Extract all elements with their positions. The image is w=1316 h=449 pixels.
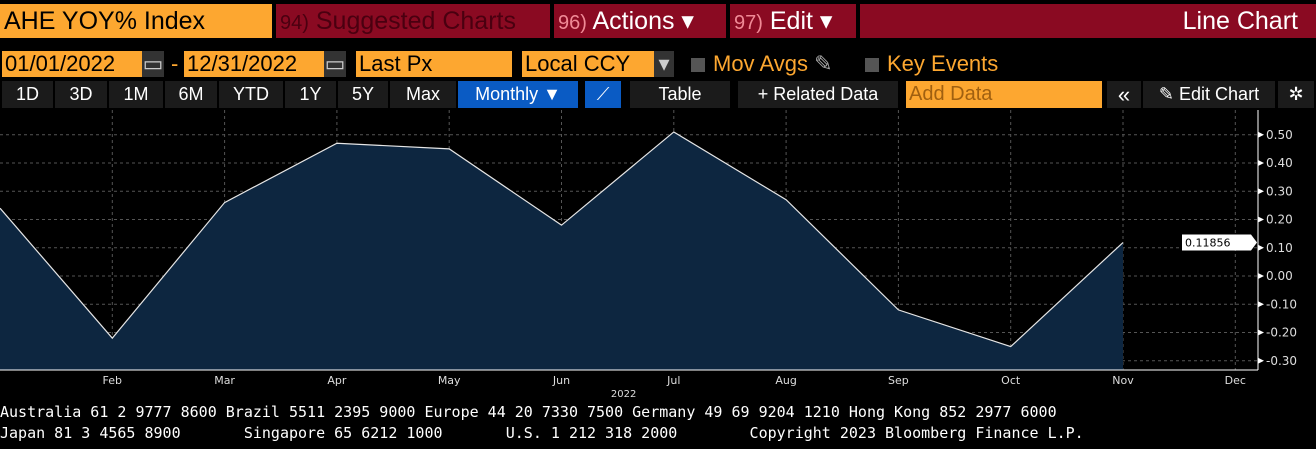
- page-title: Line Chart: [860, 4, 1316, 38]
- y-tick-label: -0.10: [1266, 297, 1297, 311]
- tick-mark: [1258, 160, 1264, 166]
- period-ytd[interactable]: YTD: [219, 81, 283, 108]
- footer-copyright: Japan 81 3 4565 8900 Singapore 65 6212 1…: [0, 424, 1084, 442]
- calendar-icon[interactable]: ▭: [324, 51, 346, 77]
- y-tick-label: 0.30: [1266, 184, 1293, 198]
- label: Mov Avgs: [713, 51, 808, 76]
- actions-menu[interactable]: 96) Actions ▾: [554, 4, 726, 38]
- period-3d[interactable]: 3D: [55, 81, 107, 108]
- table-button[interactable]: Table: [630, 81, 730, 108]
- period-max[interactable]: Max: [390, 81, 456, 108]
- mov-avgs-checkbox[interactable]: Mov Avgs ✎: [688, 51, 833, 77]
- y-tick-label: 0.20: [1266, 213, 1293, 227]
- y-tick-label: 0.10: [1266, 241, 1293, 255]
- y-tick-label: -0.30: [1266, 354, 1297, 368]
- tick-mark: [1258, 244, 1264, 251]
- x-axis-label: 2022: [611, 389, 636, 400]
- period-1m[interactable]: 1M: [109, 81, 163, 108]
- x-tick-label: Aug: [775, 374, 796, 387]
- area-fill: [0, 131, 1123, 370]
- x-tick-label: Apr: [327, 374, 347, 387]
- x-tick-label: Dec: [1225, 374, 1246, 387]
- label: Actions ▾: [592, 7, 694, 35]
- field-select[interactable]: Last Px: [356, 51, 512, 77]
- x-tick-label: Oct: [1001, 374, 1021, 387]
- checkbox-icon: [865, 58, 879, 73]
- line-chart-icon[interactable]: ⟋: [585, 81, 621, 108]
- last-value-badge: [1182, 234, 1257, 251]
- y-tick-label: 0.40: [1266, 156, 1293, 170]
- label: Edit Chart: [1179, 84, 1260, 104]
- add-data-input[interactable]: Add Data: [906, 81, 1102, 108]
- line-chart[interactable]: 0.50 0.40 0.30 0.20 0.10 0.00 -0.10 -0.20 -0.30 F…: [0, 110, 1316, 400]
- footer-contacts: Australia 61 2 9777 8600 Brazil 5511 239…: [0, 403, 1057, 421]
- label: Edit ▾: [769, 7, 833, 35]
- collapse-icon[interactable]: «: [1107, 81, 1141, 108]
- start-date-input[interactable]: 01/01/2022: [2, 51, 142, 77]
- period-6m[interactable]: 6M: [165, 81, 217, 108]
- tick-mark: [1258, 188, 1264, 195]
- related-data-button[interactable]: + Related Data: [738, 81, 898, 108]
- y-tick-label: -0.20: [1266, 326, 1297, 340]
- gear-icon[interactable]: ✲: [1278, 81, 1314, 108]
- frequency-select[interactable]: Monthly ▼: [458, 81, 578, 108]
- series-line: [0, 131, 1124, 348]
- label: Suggested Charts: [315, 7, 516, 35]
- menu-number: 97): [734, 12, 763, 34]
- pencil-icon: ✎: [1158, 84, 1175, 104]
- period-5y[interactable]: 5Y: [338, 81, 388, 108]
- date-separator: -: [171, 51, 179, 76]
- period-1d[interactable]: 1D: [2, 81, 53, 108]
- y-tick-label: 0.50: [1266, 128, 1293, 142]
- x-tick-label: Sep: [888, 374, 909, 387]
- last-value-label: 0.11856: [1185, 237, 1231, 250]
- x-tick-label: Jun: [552, 374, 570, 387]
- x-tick-label: Mar: [214, 374, 235, 387]
- calendar-icon[interactable]: ▭: [142, 51, 164, 77]
- chevron-down-icon[interactable]: ▾: [654, 51, 674, 77]
- x-tick-label: May: [438, 374, 461, 387]
- tick-mark: [1258, 329, 1264, 336]
- edit-chart-button[interactable]: ✎ Edit Chart: [1143, 81, 1275, 108]
- tick-mark: [1258, 301, 1264, 308]
- pencil-icon[interactable]: ✎: [814, 51, 833, 76]
- checkbox-icon: [691, 58, 705, 73]
- end-date-input[interactable]: 12/31/2022: [184, 51, 324, 77]
- label: Key Events: [887, 51, 999, 76]
- tick-mark: [1258, 216, 1264, 223]
- suggested-charts-button[interactable]: 94) Suggested Charts: [276, 4, 550, 38]
- period-1y[interactable]: 1Y: [285, 81, 336, 108]
- edit-menu[interactable]: 97) Edit ▾: [730, 4, 856, 38]
- menu-number: 96): [558, 12, 587, 34]
- tick-mark: [1258, 131, 1264, 138]
- x-tick-label: Jul: [666, 374, 680, 387]
- x-tick-label: Nov: [1112, 374, 1134, 387]
- currency-select[interactable]: Local CCY: [522, 51, 654, 77]
- key-events-checkbox[interactable]: Key Events: [862, 51, 998, 77]
- security-field[interactable]: AHE YOY% Index: [0, 4, 272, 38]
- tick-mark: [1258, 357, 1264, 364]
- x-tick-label: Feb: [103, 374, 122, 387]
- menu-number: 94): [280, 12, 309, 34]
- y-tick-label: 0.00: [1266, 269, 1293, 283]
- tick-mark: [1258, 273, 1264, 279]
